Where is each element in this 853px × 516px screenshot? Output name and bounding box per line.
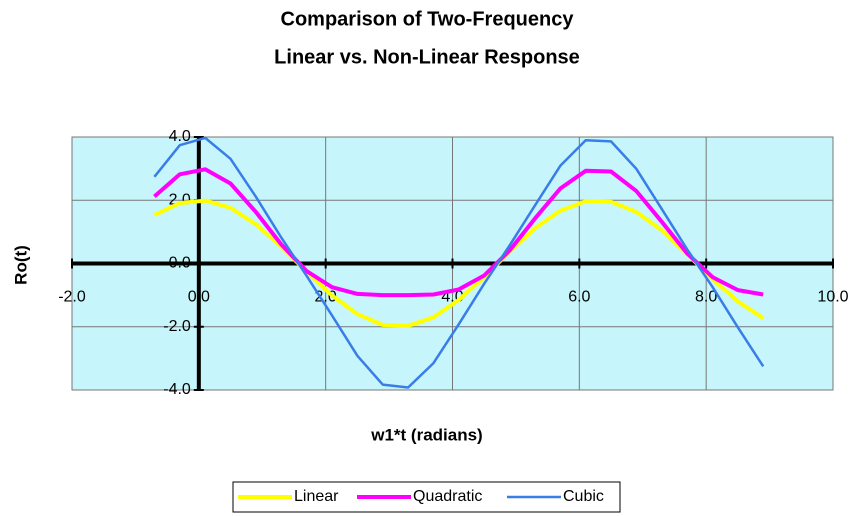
x-tick-label: 6.0 [568,289,590,306]
series-line [153,167,764,298]
legend-label: Linear [294,488,339,505]
y-tick-label: -2.0 [163,318,191,335]
x-axis-label: w1*t (radians) [370,425,482,444]
legend-label: Cubic [563,488,604,505]
series-line [153,136,765,389]
x-tick-label: 10.0 [817,289,848,306]
x-tick-label: -2.0 [58,289,86,306]
series-line [153,198,765,328]
y-tick-label: 4.0 [169,128,191,145]
y-axis-label: Ro(t) [11,245,30,285]
y-tick-label: -4.0 [163,381,191,398]
chart-title: Comparison of Two-Frequency [281,8,575,30]
legend-label: Quadratic [413,488,482,505]
chart-title: Linear vs. Non-Linear Response [274,46,580,68]
x-tick-label: 8.0 [695,289,717,306]
